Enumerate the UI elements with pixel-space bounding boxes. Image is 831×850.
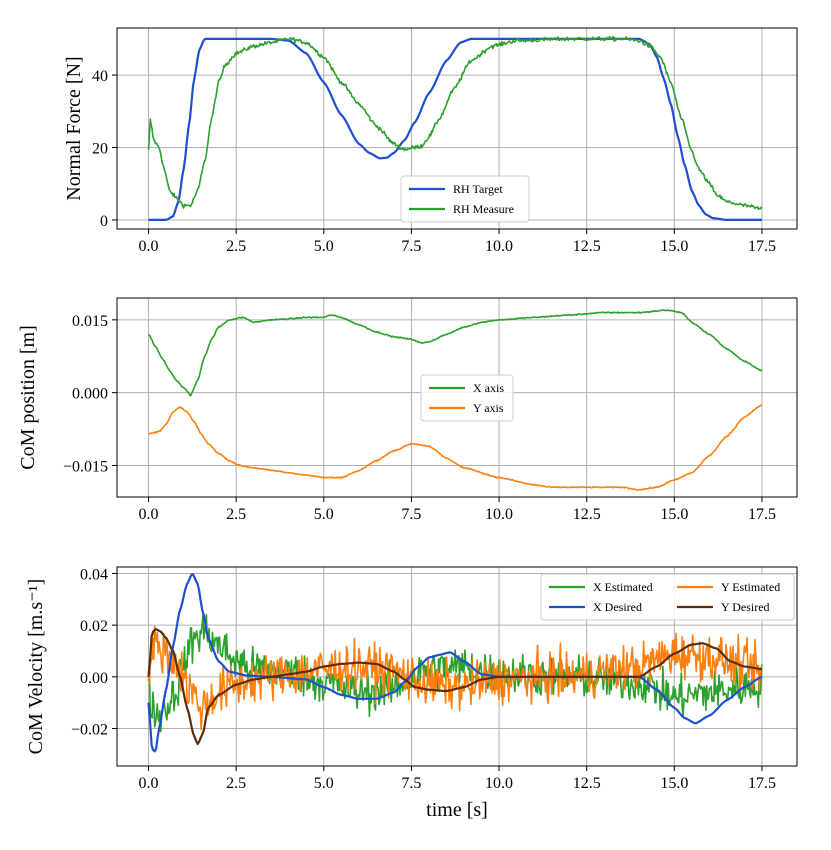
x-tick-label: 17.5	[748, 238, 776, 255]
x-tick-label: 5.0	[314, 506, 334, 523]
x-tick-label: 10.0	[485, 775, 513, 792]
x-tick-label: 2.5	[226, 775, 246, 792]
x-tick-label: 15.0	[660, 238, 688, 255]
y-tick-label: 0.04	[80, 566, 108, 583]
legend-box	[420, 374, 514, 422]
legend-label: RH Measure	[453, 202, 514, 216]
x-tick-label: 12.5	[573, 775, 601, 792]
series-line-rh-target	[148, 37, 762, 221]
y-tick-label: 40	[92, 68, 108, 85]
x-tick-label: 5.0	[314, 238, 334, 255]
panel-3: 0.0 2.5 5.0 7.5 10.0 12.5 15.0 17.5 −0.02 0.00 0.0…	[25, 566, 798, 821]
series-line-y-axis	[148, 404, 762, 491]
legend: X axis Y axis	[420, 374, 514, 422]
legend-label: X Estimated	[593, 580, 653, 594]
x-tick-label: 0.0	[139, 775, 159, 792]
y-axis-label: Normal Force [N]	[63, 56, 85, 200]
y-axis-label: CoM Velocity [m.s⁻¹]	[25, 579, 47, 755]
x-tick-label: 17.5	[748, 506, 776, 523]
y-tick-label: 0.015	[72, 313, 108, 330]
series-line-x-axis	[147, 309, 763, 397]
x-tick-label: 10.0	[485, 238, 513, 255]
plot-frame	[116, 27, 798, 230]
y-tick-label: 0.000	[72, 386, 108, 403]
panel-2: 0.0 2.5 5.0 7.5 10.0 12.5 15.0 17.5 −0.015 0.000 0…	[17, 297, 798, 523]
legend-label: RH Target	[453, 182, 503, 196]
x-tick-label: 0.0	[139, 506, 159, 523]
legend-label: Y Desired	[721, 600, 770, 614]
legend-label: X Desired	[593, 600, 642, 614]
x-axis-label: time [s]	[426, 799, 488, 821]
legend-box	[540, 573, 795, 621]
x-tick-label: 17.5	[748, 775, 776, 792]
x-tick-label: 15.0	[660, 775, 688, 792]
x-tick-label: 7.5	[401, 238, 421, 255]
legend-box	[400, 175, 530, 223]
x-tick-label: 2.5	[226, 238, 246, 255]
legend-label: X axis	[473, 381, 504, 395]
series-line-y-estimated	[147, 625, 763, 731]
x-tick-label: 7.5	[401, 506, 421, 523]
legend-label: Y axis	[473, 401, 504, 415]
legend: RH Target RH Measure	[400, 175, 530, 223]
x-tick-label: 10.0	[485, 506, 513, 523]
legend: X Estimated Y Estimated X Desired Y Desired	[540, 573, 795, 621]
x-tick-label: 12.5	[573, 238, 601, 255]
y-axis-label: CoM position [m]	[17, 325, 39, 469]
series-line-x-desired	[147, 573, 763, 753]
x-tick-label: 5.0	[314, 775, 334, 792]
x-tick-label: 2.5	[226, 506, 246, 523]
series-line-rh-measure	[147, 35, 763, 210]
y-tick-label: −0.02	[71, 722, 108, 739]
x-tick-label: 0.0	[139, 238, 159, 255]
plot-frame	[116, 297, 798, 498]
y-tick-label: 0	[100, 213, 108, 230]
panel-1: 0.0 2.5 5.0 7.5 10.0 12.5 15.0 17.5 0 20 40 Normal …	[63, 27, 798, 255]
panels: 0.0 2.5 5.0 7.5 10.0 12.5 15.0 17.5 0 20 40 Normal …	[17, 27, 798, 821]
y-tick-label: −0.015	[63, 458, 108, 475]
y-tick-label: 0.00	[80, 670, 108, 687]
y-tick-label: 0.02	[80, 618, 108, 635]
plot-frame	[116, 566, 798, 767]
y-tick-label: 20	[92, 141, 108, 158]
x-tick-label: 15.0	[660, 506, 688, 523]
series-line-y-desired	[147, 628, 763, 746]
x-tick-label: 12.5	[573, 506, 601, 523]
x-tick-label: 7.5	[401, 775, 421, 792]
legend-label: Y Estimated	[721, 580, 780, 594]
